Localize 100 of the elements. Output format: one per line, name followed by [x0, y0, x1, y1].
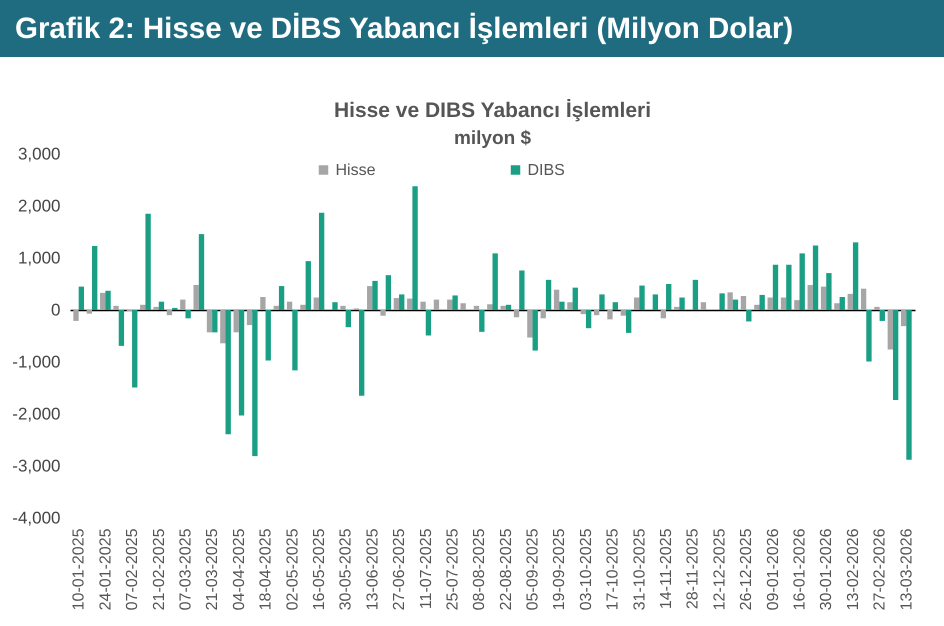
text: milyon $ [454, 128, 532, 149]
x-tick-label: 31-10-2025 [631, 528, 648, 610]
x-tick-label: 07-02-2025 [124, 528, 142, 610]
bar [826, 273, 832, 310]
x-tick-label: 08-08-2025 [471, 528, 488, 610]
y-tick-label: -4,000 [12, 508, 60, 528]
bar [660, 310, 666, 318]
bar [527, 310, 533, 338]
x-tick-label: 11-07-2025 [418, 528, 435, 610]
bar [888, 310, 893, 350]
x-tick-label: 17-10-2025 [604, 528, 622, 610]
bar [500, 306, 506, 310]
y-tick-label: 0 [51, 300, 60, 320]
x-tick-label: 07-03-2025 [177, 528, 194, 610]
bar [212, 310, 218, 332]
bar [158, 302, 164, 310]
bar [567, 302, 573, 310]
x-tick-label: 10-01-2025 [70, 528, 88, 610]
x-tick-label: 12-12-2025 [711, 528, 728, 610]
x-tick-label: 21-02-2025 [150, 528, 168, 610]
bar [447, 300, 452, 310]
x-tick-label: 09-01-2026 [764, 528, 782, 610]
bar [820, 286, 826, 310]
bar [260, 297, 266, 310]
bar [812, 246, 818, 310]
bar [252, 310, 258, 456]
x-tick-label: 27-02-2026 [872, 528, 889, 610]
bar [73, 310, 79, 321]
bar [540, 310, 546, 318]
bar [434, 300, 440, 310]
bar [666, 284, 672, 310]
x-tick-label: 03-10-2025 [578, 528, 595, 610]
bar [487, 304, 492, 310]
bar [292, 310, 298, 370]
bar [118, 310, 124, 346]
bar [145, 214, 151, 310]
bar [113, 306, 119, 310]
bar [300, 304, 306, 310]
bar [607, 310, 613, 320]
x-tick-label: 26-12-2025 [738, 528, 756, 610]
x-tick-label: 19-09-2025 [551, 528, 568, 610]
bar [674, 306, 680, 310]
bar [852, 242, 858, 310]
chart-subtitle: Hisse ve DIBS Yabancı İşlemleri [334, 99, 652, 122]
bar [278, 286, 284, 310]
bar [754, 304, 760, 310]
bar [479, 310, 484, 332]
bar [166, 310, 172, 316]
bar [132, 310, 138, 388]
bar [532, 310, 538, 351]
bar [594, 310, 600, 316]
bar [599, 294, 605, 310]
bar [740, 296, 746, 310]
bar [546, 280, 552, 310]
bar [572, 288, 578, 310]
bar [808, 285, 813, 310]
x-tick-label: 30-01-2026 [818, 528, 836, 610]
x-tick-label: 04-04-2025 [230, 528, 248, 610]
y-tick-label: -1,000 [12, 352, 60, 372]
bar [900, 310, 906, 326]
bar [286, 302, 292, 310]
bar [238, 310, 244, 416]
bar [652, 294, 658, 310]
bar [198, 234, 204, 310]
bar [700, 302, 706, 310]
bar [452, 295, 458, 310]
bar [407, 298, 412, 310]
bar [639, 286, 645, 310]
bar [880, 310, 885, 321]
bar [492, 253, 498, 310]
x-tick-label: 16-05-2025 [310, 528, 328, 610]
bar [460, 303, 466, 310]
bar [780, 298, 786, 310]
y-tick-label: 1,000 [18, 248, 60, 268]
bar [554, 290, 560, 310]
bar [346, 310, 351, 328]
bar [332, 302, 338, 310]
bar [306, 261, 311, 310]
bar [394, 298, 400, 310]
bar [359, 310, 364, 396]
bar [634, 298, 640, 310]
x-tick-label: 28-11-2025 [684, 528, 702, 610]
bar [892, 310, 898, 400]
bar [559, 302, 565, 310]
bar [906, 310, 912, 460]
bar [220, 310, 226, 344]
bar [514, 310, 520, 318]
bar [626, 310, 632, 333]
bar [794, 300, 800, 310]
bar [767, 298, 773, 310]
bar [420, 302, 426, 310]
bar [193, 285, 199, 310]
x-tick-label: 16-01-2026 [792, 528, 809, 610]
x-tick-label: 02-05-2025 [284, 528, 302, 610]
x-tick-label: 13-03-2026 [898, 528, 916, 610]
x-tick-label: 22-08-2025 [498, 528, 515, 610]
bar [800, 253, 805, 310]
bar [786, 264, 792, 310]
bar [860, 288, 866, 310]
bar [314, 298, 319, 310]
